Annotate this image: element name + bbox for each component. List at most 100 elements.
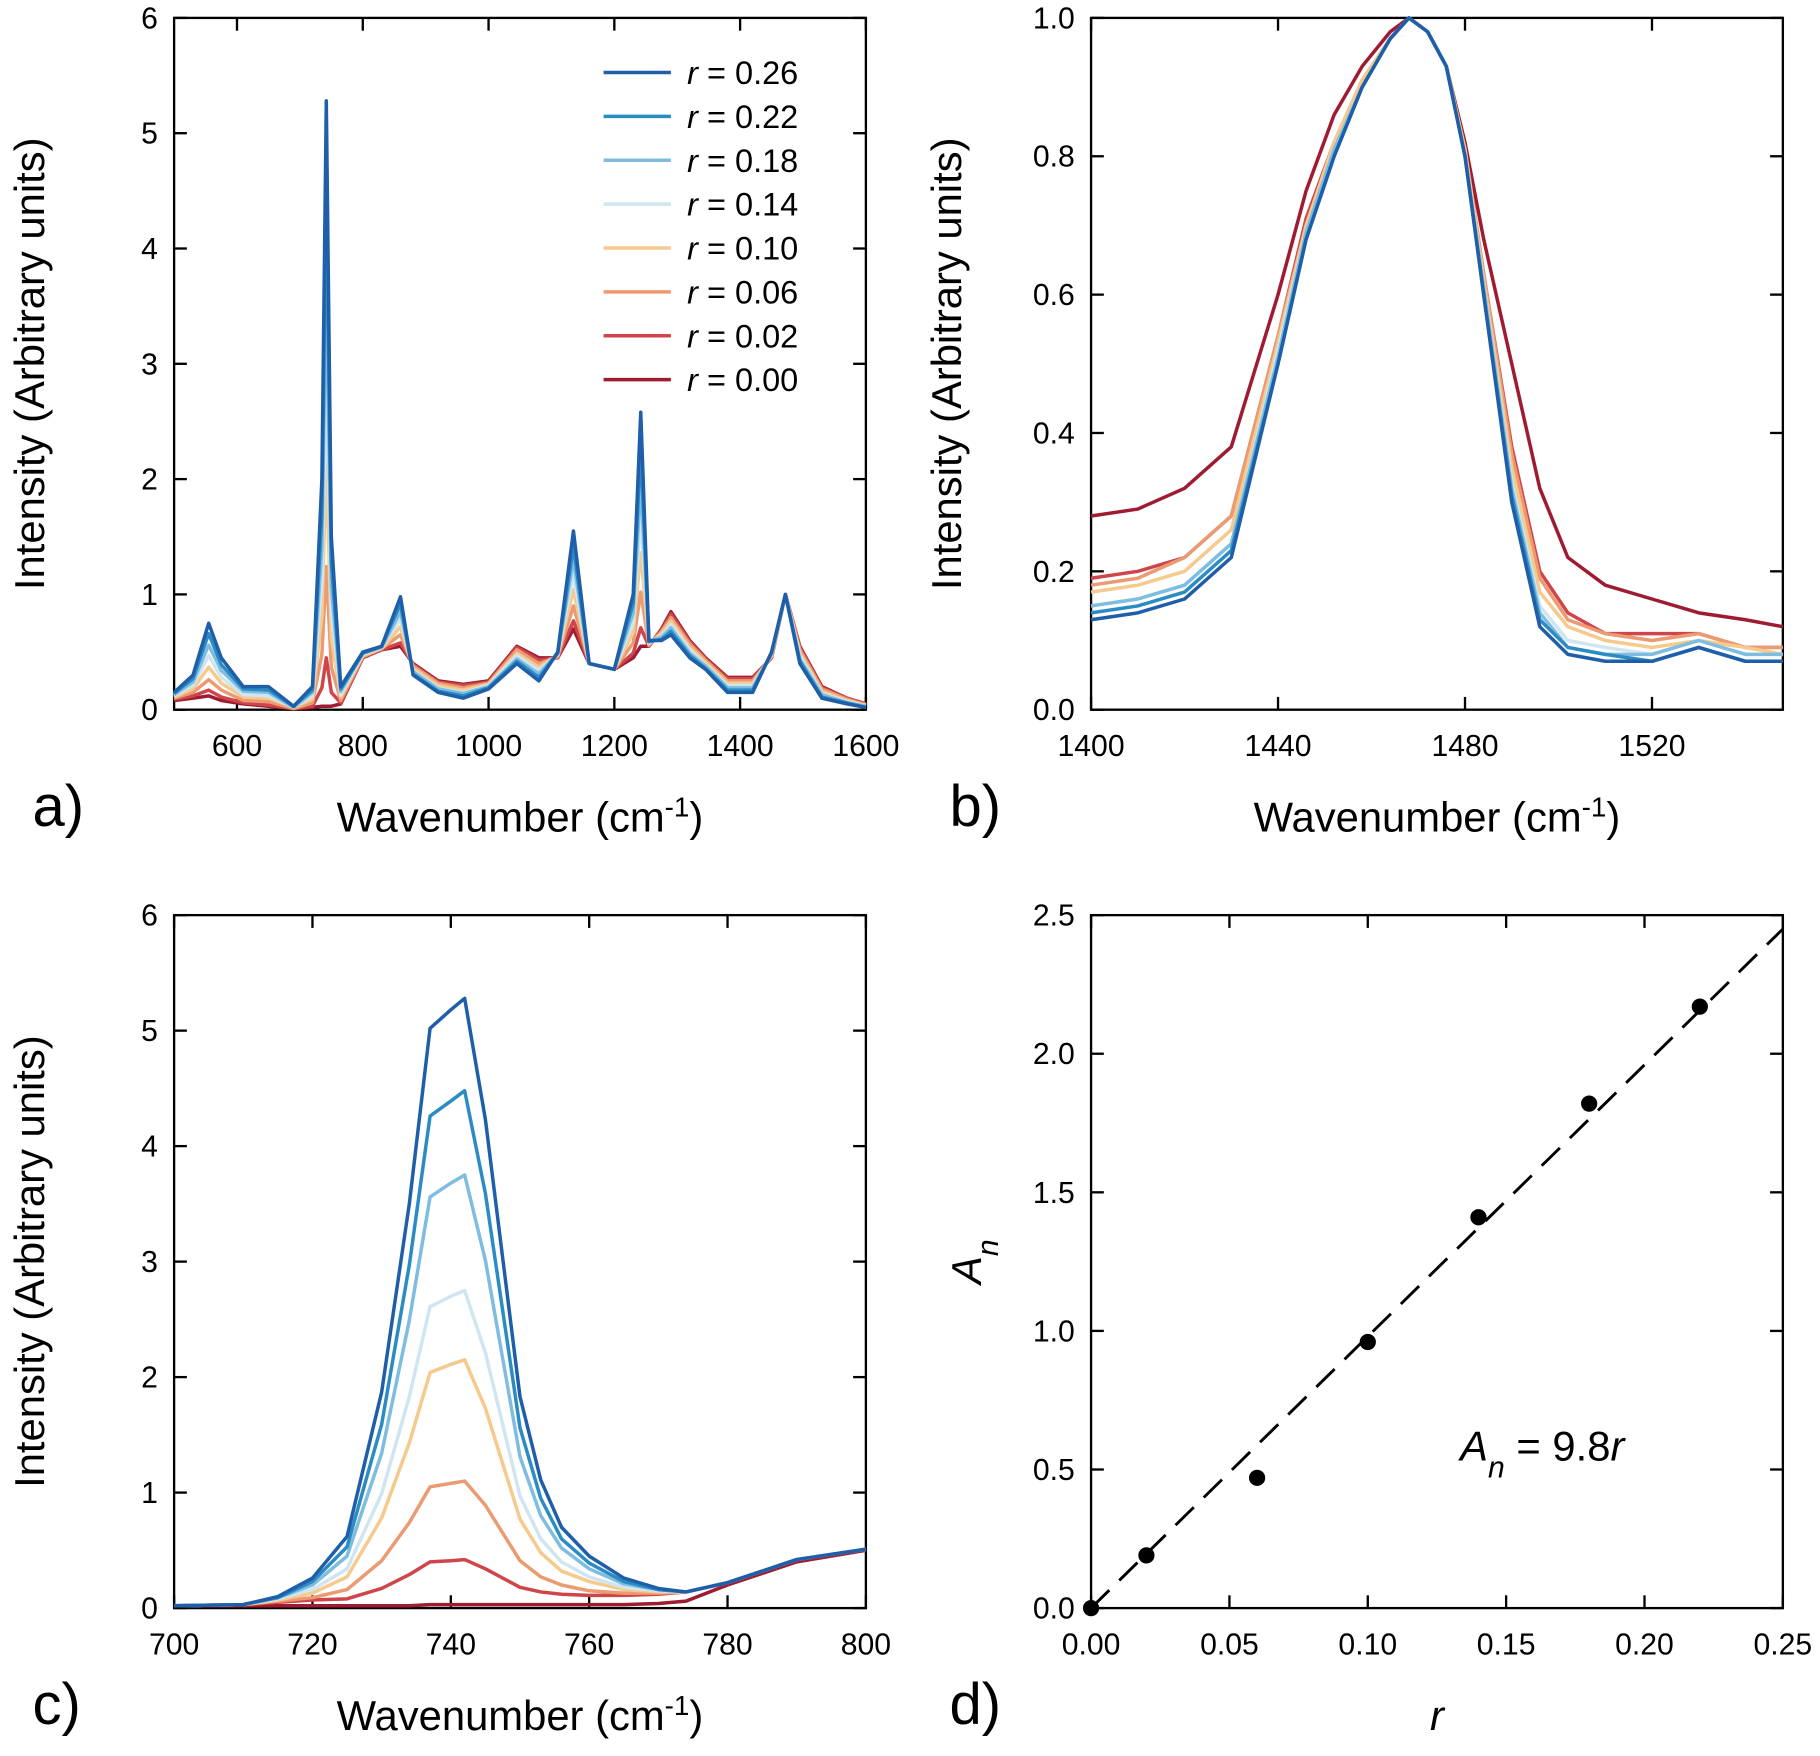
- series-line: [1090, 16, 1784, 657]
- plot-frame: [172, 913, 868, 1610]
- x-tick-label: 1400: [707, 730, 774, 763]
- y-tick-label: 2: [141, 1362, 158, 1395]
- y-tick-label: 5: [141, 118, 158, 151]
- y-tick-label: 5: [141, 1015, 158, 1048]
- x-tick-label: 1520: [1618, 730, 1685, 763]
- y-tick-label: 0.2: [1033, 556, 1075, 589]
- panel-label: b): [949, 774, 1001, 839]
- x-tick-label: 0.20: [1615, 1629, 1674, 1662]
- y-axis-label-part: n: [971, 1239, 1004, 1256]
- y-tick-label: 1: [141, 579, 158, 612]
- series-line: [1090, 16, 1784, 629]
- x-axis-label-part: -1: [665, 1689, 690, 1720]
- y-axis-label-part: A: [943, 1256, 990, 1287]
- x-tick-label: 1480: [1431, 730, 1498, 763]
- y-tick-label: 2.0: [1033, 1038, 1075, 1071]
- x-axis-label: r: [1430, 1692, 1446, 1739]
- y-tick-label: 6: [141, 900, 158, 933]
- series-line: [1090, 16, 1783, 664]
- x-axis-label: Wavenumber (cm-1): [337, 791, 704, 841]
- panel: 600 800 1000 1200 1400 1600 0 1 2 3 4 5 6 Wavenumber …: [6, 2, 899, 840]
- y-tick-label: 0: [141, 1593, 158, 1626]
- series-line: [173, 371, 867, 710]
- series-line: [174, 1088, 867, 1608]
- legend-label: r = 0.22: [687, 99, 798, 135]
- y-tick-label: 0.8: [1033, 141, 1075, 174]
- label-italic: r: [687, 99, 699, 135]
- label-italic: r: [687, 55, 699, 91]
- x-tick-label: 1200: [581, 730, 648, 763]
- x-tick-label: 0.10: [1338, 1629, 1397, 1662]
- label-italic: r: [687, 362, 699, 398]
- label-italic: r: [687, 318, 699, 354]
- series-line: [173, 190, 867, 710]
- legend-label: r = 0.14: [687, 187, 798, 223]
- data-point: [1138, 1547, 1155, 1564]
- y-tick-label: 0.0: [1033, 1593, 1075, 1626]
- x-axis-label-part: ): [689, 1692, 703, 1739]
- y-axis-label: An: [943, 1239, 1005, 1287]
- x-tick-label: 600: [212, 730, 262, 763]
- series-line: [1090, 16, 1783, 650]
- x-axis-label-part: ): [689, 794, 703, 841]
- label-italic: r: [687, 143, 699, 179]
- x-axis-label-part: -1: [1582, 791, 1607, 822]
- label-rest: = 0.26: [698, 55, 798, 91]
- y-tick-label: 1.5: [1033, 1177, 1075, 1210]
- x-tick-label: 0.00: [1062, 1629, 1121, 1662]
- label-rest: = 0.00: [698, 362, 798, 398]
- series-line: [1090, 16, 1783, 657]
- y-tick-label: 3: [141, 348, 158, 381]
- label-rest: = 0.22: [698, 99, 798, 135]
- x-tick-label: 700: [149, 1629, 199, 1662]
- series-line: [1090, 16, 1783, 650]
- x-axis-label-part: -1: [665, 791, 690, 822]
- panel: 700 720 740 760 780 800 0 1 2 3 4 5 6 Wavenumber (cm-…: [6, 900, 891, 1739]
- plot-frame: [1089, 913, 1785, 1610]
- label-rest: = 0.14: [698, 187, 798, 223]
- label-italic: r: [687, 231, 699, 267]
- data-point: [1248, 1469, 1266, 1486]
- y-tick-label: 4: [141, 233, 158, 266]
- x-tick-label: 780: [702, 1629, 752, 1662]
- annotation-part: r: [1610, 1423, 1626, 1470]
- x-tick-label: 0.05: [1200, 1629, 1259, 1662]
- legend-label: r = 0.00: [687, 362, 798, 398]
- y-tick-label: 6: [141, 2, 158, 35]
- x-tick-label: 760: [564, 1629, 614, 1662]
- y-tick-label: 0.5: [1033, 1454, 1075, 1487]
- annotation: An = 9.8r: [1457, 1423, 1626, 1485]
- annotation-part: A: [1457, 1423, 1488, 1470]
- panel-label: a): [33, 774, 85, 839]
- x-tick-label: 1000: [455, 730, 522, 763]
- x-axis-label-part: Wavenumber (cm: [337, 794, 665, 841]
- legend-label: r = 0.02: [687, 318, 798, 354]
- label-rest: = 0.18: [698, 143, 798, 179]
- label-rest: = 0.02: [698, 318, 798, 354]
- label-italic: r: [687, 274, 699, 310]
- x-axis-label-part: ): [1606, 794, 1620, 841]
- series-line: [1090, 16, 1783, 657]
- x-axis-label-part: r: [1430, 1692, 1446, 1739]
- legend-label: r = 0.10: [687, 231, 798, 267]
- y-axis-label: Intensity (Arbitrary units): [6, 138, 53, 591]
- series-line: [172, 99, 867, 710]
- series-line: [173, 564, 867, 711]
- data-point: [1359, 1333, 1376, 1351]
- y-tick-label: 1: [141, 1477, 158, 1510]
- panel: 1400 1440 1480 1520 0.0 0.2 0.4 0.6 0.8 1.0 Wavenu…: [923, 2, 1785, 841]
- label-italic: r: [687, 187, 699, 223]
- y-axis-label: Intensity (Arbitrary units): [923, 138, 970, 591]
- x-tick-label: 1440: [1244, 730, 1311, 763]
- fit-line: [1090, 927, 1784, 1610]
- x-axis-label: Wavenumber (cm-1): [1254, 791, 1621, 841]
- panel-label: d): [949, 1672, 1001, 1737]
- label-rest: = 0.10: [698, 231, 798, 267]
- y-tick-label: 3: [141, 1246, 158, 1279]
- series-line: [174, 996, 867, 1608]
- x-tick-label: 0.15: [1477, 1629, 1536, 1662]
- y-tick-label: 0.4: [1033, 417, 1075, 450]
- y-tick-label: 4: [141, 1131, 158, 1164]
